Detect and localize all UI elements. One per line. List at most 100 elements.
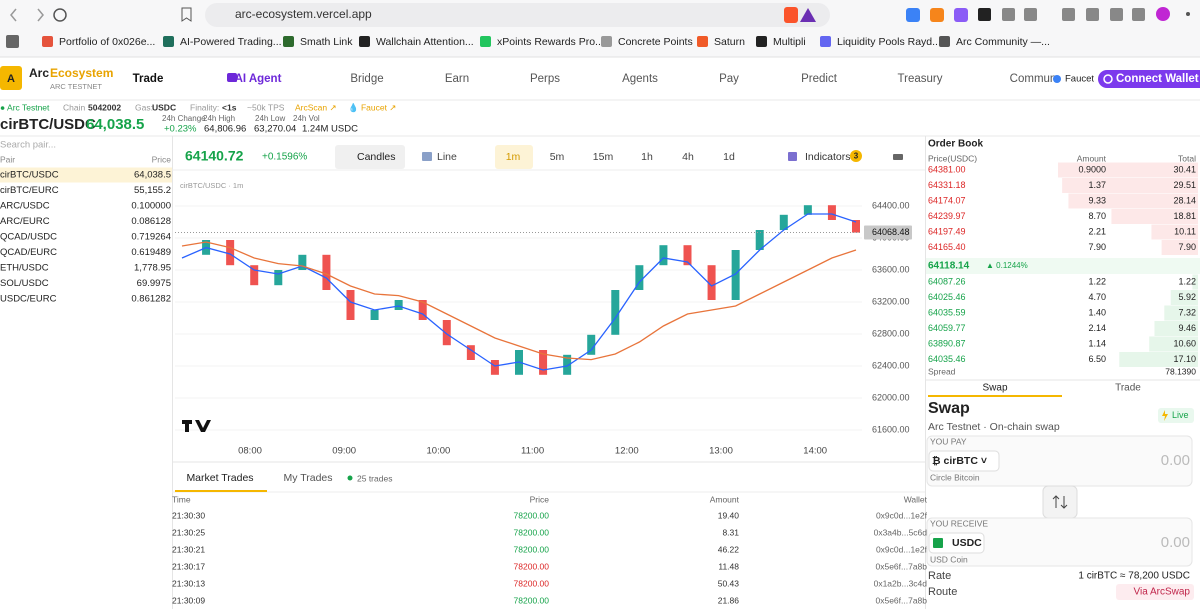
bookmark[interactable]: Liquidity Pools Rayd... — [837, 36, 941, 48]
column-header: Time — [172, 494, 191, 504]
mid-price: 64118.14 — [928, 261, 970, 272]
order-total: 9.46 — [1178, 323, 1196, 333]
pair-name[interactable]: QCAD/EURC — [0, 247, 57, 258]
nav-item[interactable]: Trade — [133, 73, 164, 85]
nav-item[interactable]: Commun — [1010, 73, 1057, 85]
bookmark[interactable]: Arc Community —... — [956, 36, 1050, 48]
token-select[interactable] — [928, 532, 985, 554]
brave-icon[interactable] — [784, 7, 798, 23]
column-header: Price — [152, 154, 172, 164]
nav-item[interactable]: AI Agent — [235, 73, 282, 85]
logo-letter: A — [7, 73, 15, 85]
candle — [635, 265, 644, 290]
chart-price: 64140.72 — [185, 148, 244, 164]
flip-button[interactable] — [1042, 485, 1078, 519]
pair-name[interactable]: ETH/USDC — [0, 263, 49, 274]
bookmark[interactable]: Portfolio of 0x026e... — [59, 36, 155, 48]
candle — [852, 220, 860, 233]
token-select[interactable] — [928, 450, 1000, 472]
mid-change: ▲ 0.1244% — [986, 261, 1028, 270]
column-header: Price — [530, 494, 550, 504]
connect-label: Connect Wallet — [1116, 73, 1199, 85]
mode-button[interactable]: Candles — [357, 151, 396, 163]
connect-icon — [1103, 74, 1113, 84]
trade-cell: 78200.00 — [514, 510, 550, 520]
reload[interactable] — [53, 8, 67, 22]
nav-item[interactable]: Pay — [719, 73, 739, 85]
stat-label: 24h Change — [162, 114, 206, 123]
pair-name[interactable]: cirBTC/EURC — [0, 185, 59, 196]
bookmark[interactable]: Multipli — [773, 36, 806, 48]
tab[interactable]: My Trades — [283, 472, 332, 484]
column-header: Price(USDC) — [928, 153, 977, 163]
pair-name[interactable]: USDC/EURC — [0, 294, 57, 305]
nav-item[interactable]: Earn — [445, 73, 469, 85]
amount-input[interactable]: 0.00 — [1161, 534, 1190, 551]
nav-item[interactable]: Treasury — [898, 73, 943, 85]
search-input[interactable]: Search pair... — [0, 140, 56, 151]
nav-arrows[interactable] — [10, 8, 44, 22]
candle — [731, 250, 740, 300]
stat-label: 24h Low — [255, 114, 285, 123]
timeframe-button[interactable]: 1h — [641, 151, 653, 163]
brand: Arc — [29, 66, 49, 80]
x-tick-label: 08:00 — [238, 446, 262, 457]
connect-button[interactable] — [1098, 70, 1200, 88]
pair-name[interactable]: ARC/USDC — [0, 201, 50, 212]
ticker-price: 64,038.5 — [86, 116, 144, 133]
timeframe-button[interactable]: 4h — [682, 151, 694, 163]
tab[interactable]: Market Trades — [186, 472, 253, 484]
trade-cell: 78200.00 — [514, 561, 550, 571]
bookmark[interactable]: Smath Link — [300, 36, 353, 48]
nav-item[interactable]: Agents — [622, 73, 658, 85]
pair-name[interactable]: ARC/EURC — [0, 216, 50, 227]
faucet-link[interactable]: Faucet — [1065, 74, 1094, 85]
bookmark[interactable]: AI-Powered Trading... — [180, 36, 282, 48]
bookmark-icon — [42, 36, 53, 47]
order-amount: 1.14 — [1088, 338, 1106, 348]
address-bar[interactable] — [205, 3, 830, 27]
tab[interactable]: Trade — [1115, 383, 1141, 394]
amount-input[interactable]: 0.00 — [1161, 452, 1190, 469]
y-tick-label: 62800.00 — [872, 328, 910, 338]
trade-cell: 21:30:25 — [172, 527, 205, 537]
bookmark[interactable]: Wallchain Attention... — [376, 36, 474, 48]
order-amount: 1.37 — [1088, 180, 1106, 190]
bookmark[interactable]: Concrete Points — [618, 36, 693, 48]
order-total: 7.90 — [1178, 242, 1196, 252]
order-amount: 1.22 — [1088, 276, 1106, 286]
indicators-button[interactable]: Indicators — [805, 151, 851, 163]
ai-icon — [227, 73, 237, 82]
flip-icon — [1052, 495, 1068, 509]
route-badge — [1116, 584, 1194, 600]
trade-cell: 0x3a4b...5c6d — [874, 527, 928, 537]
pair-name[interactable]: QCAD/USDC — [0, 232, 57, 243]
depth-bar — [1068, 193, 1198, 209]
timeframe-button[interactable]: 1m — [506, 151, 521, 163]
orderbook-title: Order Book — [928, 139, 983, 150]
nav-item[interactable]: Perps — [530, 73, 560, 85]
nav-item[interactable]: Bridge — [350, 73, 383, 85]
status-item: <1s — [222, 102, 237, 112]
timeframe-button[interactable]: 15m — [593, 151, 614, 163]
pair-name[interactable]: cirBTC/USDC — [0, 170, 59, 181]
bookmark[interactable]: xPoints Rewards Pro... — [497, 36, 604, 48]
trade-cell: 21:30:13 — [172, 578, 205, 588]
token-name[interactable]: USDC — [952, 537, 982, 549]
tab-underline — [175, 490, 267, 492]
token-name[interactable]: ₿ cirBTC ˅ — [932, 455, 987, 467]
timeframe-button[interactable]: 5m — [550, 151, 565, 163]
bookmark[interactable]: Saturn — [714, 36, 745, 48]
tab[interactable]: Swap — [982, 383, 1007, 394]
trade-cell: 46.22 — [718, 544, 740, 554]
depth-bar — [1058, 162, 1198, 178]
nav-item[interactable]: Predict — [801, 73, 838, 85]
timeframe-button[interactable]: 1d — [723, 151, 735, 163]
ext-icon[interactable] — [800, 8, 816, 22]
candle — [346, 290, 355, 320]
route-value: Via ArcSwap — [1133, 587, 1190, 598]
bookmark-icon[interactable] — [181, 7, 192, 22]
pair-name[interactable]: SOL/USDC — [0, 278, 49, 289]
mode-button[interactable]: Line — [437, 151, 457, 163]
bookmark-icon — [480, 36, 491, 47]
